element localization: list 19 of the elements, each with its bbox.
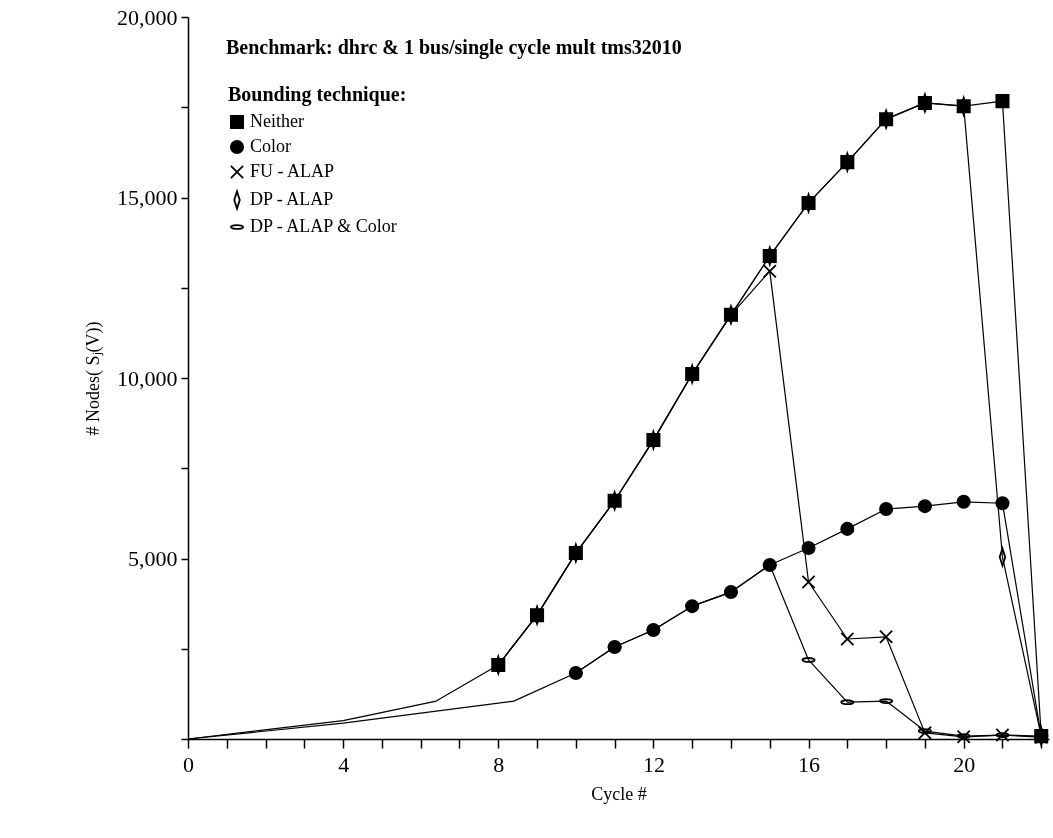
x-tick-label: 4 [338, 751, 350, 777]
legend-label: DP - ALAP [250, 189, 334, 209]
legend-label: FU - ALAP [250, 161, 335, 181]
x-tick-label: 16 [798, 751, 821, 777]
legend-title: Bounding technique: [228, 83, 407, 106]
y-tick-label: 15,000 [117, 185, 178, 210]
legend-label: Color [250, 136, 292, 156]
y-axis-title: # Nodes( Sⱼ(V)) [83, 321, 104, 436]
x-tick-label: 12 [642, 751, 665, 777]
text: Benchmark: dhrc & 1 bus/single cycle mult tms32010 [226, 36, 682, 59]
x-tick-label: 20 [953, 751, 976, 777]
x-axis-title: Cycle # [591, 783, 647, 804]
legend-label: Neither [250, 111, 304, 131]
legend-label: DP - ALAP & Color [250, 216, 397, 236]
y-tick-label: 5,000 [128, 546, 178, 571]
y-tick-label: 10,000 [117, 365, 178, 391]
x-tick-label: 0 [183, 751, 194, 777]
y-tick-label: 20,000 [117, 4, 178, 30]
x-tick-label: 8 [493, 751, 505, 777]
